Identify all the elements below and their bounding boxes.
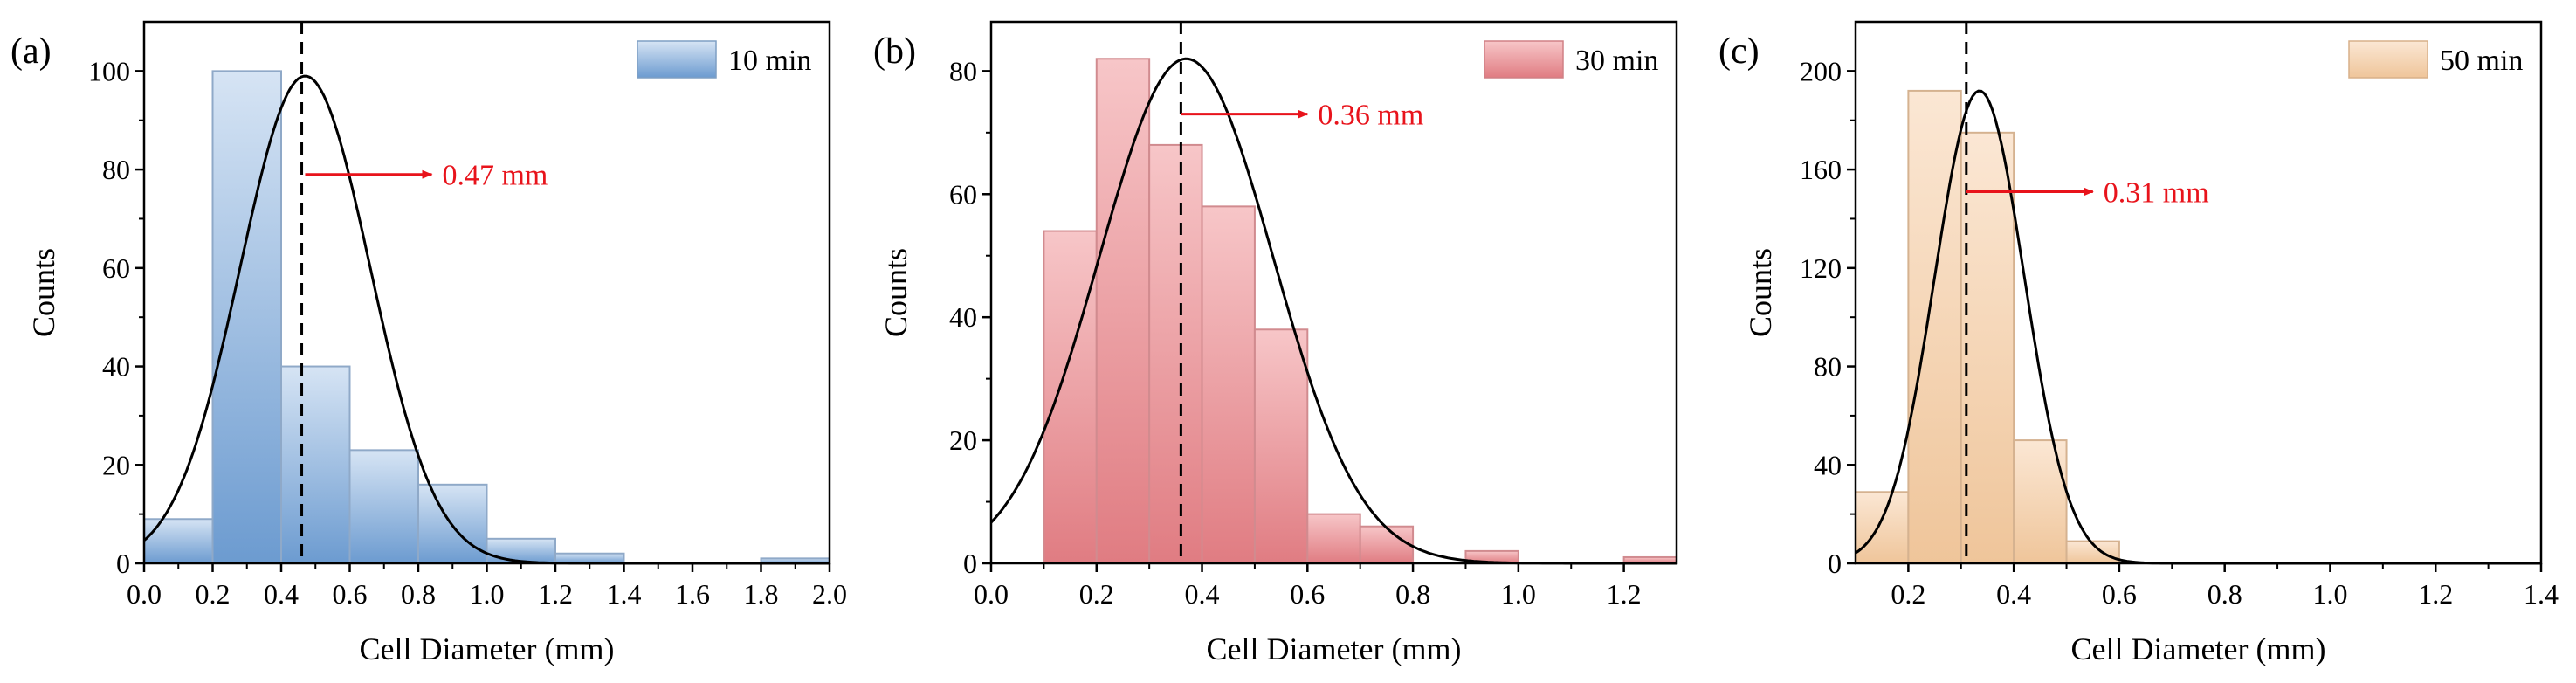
- panel-a-x-tick-label: 1.6: [675, 578, 710, 610]
- panel-b-bar: [1201, 205, 1256, 564]
- panel-c-y-axis-title: Counts: [1743, 248, 1778, 337]
- panel-b-bar: [1095, 58, 1151, 565]
- panel-a-y-ticks: 0 20 40 60 80 100: [88, 55, 144, 579]
- panel-b-legend: 30 min: [1484, 40, 1658, 79]
- panel-c-bars: [1855, 89, 2120, 564]
- panel-a-y-axis-title: Counts: [26, 248, 61, 337]
- panel-b-legend-swatch: [1484, 40, 1564, 79]
- panel-a-y-tick-label: 80: [102, 154, 130, 185]
- panel-c-x-tick-label: 0.4: [1996, 578, 2031, 610]
- panel-c-x-tick-label: 1.4: [2524, 578, 2559, 610]
- panel-b: (b) 0.36 mm 0.0 0.2 0.4 0.6 0.8 1.0 1.2 0 20 40 6…: [873, 20, 1678, 666]
- panel-b-legend-label: 30 min: [1575, 45, 1658, 77]
- panel-a-x-tick-label: 0.0: [127, 578, 162, 610]
- panel-b-y-tick-label: 60: [949, 178, 977, 210]
- panel-b-bar: [1148, 143, 1203, 564]
- panel-a-bars: [143, 70, 830, 565]
- panel-b-x-tick-label: 0.4: [1185, 578, 1220, 610]
- panel-a-legend-label: 10 min: [728, 45, 811, 77]
- panel-b-label: (b): [873, 31, 916, 72]
- panel-b-x-axis-title: Cell Diameter (mm): [1207, 631, 1462, 666]
- panel-c-y-tick-label: 0: [1828, 548, 1842, 579]
- panel-c-label: (c): [1718, 31, 1760, 72]
- panel-a-y-tick-label: 100: [88, 55, 130, 86]
- panel-a-x-tick-label: 0.6: [333, 578, 368, 610]
- panel-a-y-tick-label: 40: [102, 351, 130, 383]
- panel-a-x-tick-label: 1.4: [607, 578, 642, 610]
- panel-b-x-tick-label: 0.8: [1395, 578, 1430, 610]
- panel-c-y-tick-label: 40: [1814, 449, 1842, 480]
- panel-b-axes-frame: [989, 20, 1678, 565]
- panel-a-x-tick-label: 0.4: [264, 578, 299, 610]
- panel-a-y-tick-label: 20: [102, 449, 130, 480]
- panel-b-x-tick-label: 0.2: [1079, 578, 1114, 610]
- panel-c-y-tick-label: 120: [1800, 252, 1842, 284]
- panel-a-x-axis-title: Cell Diameter (mm): [360, 631, 615, 666]
- panel-a-bar: [143, 518, 214, 564]
- panel-a-x-tick-label: 0.2: [196, 578, 231, 610]
- panel-a-x-tick-label: 0.8: [401, 578, 436, 610]
- panel-c-x-tick-label: 0.6: [2102, 578, 2137, 610]
- panel-a-bar: [280, 365, 351, 564]
- panel-c-legend-label: 50 min: [2440, 45, 2523, 77]
- panel-c-legend: 50 min: [2348, 40, 2523, 79]
- panel-a-x-tick-label: 1.0: [470, 578, 505, 610]
- panel-b-x-ticks: 0.0 0.2 0.4 0.6 0.8 1.0 1.2: [974, 563, 1642, 610]
- panel-b-y-tick-label: 80: [949, 55, 977, 86]
- panel-a-y-tick-label: 0: [116, 548, 130, 579]
- panel-b-bar: [1359, 525, 1415, 565]
- panel-b-bars: [1043, 58, 1677, 565]
- panel-c-y-ticks: 0 40 80 120 160 200: [1800, 55, 1856, 579]
- panel-a-legend-swatch: [637, 40, 717, 79]
- panel-a-x-tick-label: 2.0: [812, 578, 847, 610]
- panel-c-x-tick-label: 0.8: [2208, 578, 2242, 610]
- panel-c-axes-frame: [1854, 20, 2543, 565]
- panel-a-y-tick-label: 60: [102, 252, 130, 284]
- panel-c-bar: [1960, 131, 2015, 564]
- panel-c: (c) 0.31 mm 0.2 0.4 0.6 0.8 1.0 1.2 1.4 0 40 80 1…: [1718, 20, 2559, 666]
- panel-b-x-tick-label: 0.6: [1290, 578, 1325, 610]
- panel-b-y-tick-label: 40: [949, 301, 977, 333]
- panel-b-y-axis-title: Counts: [878, 248, 913, 337]
- panel-c-x-tick-label: 1.2: [2418, 578, 2453, 610]
- panel-b-y-tick-label: 0: [963, 548, 977, 579]
- panel-a-mean-annotation: 0.47 mm: [442, 160, 548, 192]
- panel-a-label: (a): [10, 31, 52, 72]
- panel-c-y-tick-label: 200: [1800, 55, 1842, 86]
- panel-c-legend-swatch: [2348, 40, 2428, 79]
- panel-a-bar: [486, 537, 556, 564]
- panel-b-y-ticks: 0 20 40 60 80: [949, 55, 991, 579]
- panel-c-y-tick-label: 80: [1814, 351, 1842, 383]
- panel-c-x-axis-title: Cell Diameter (mm): [2071, 631, 2326, 666]
- panel-a-legend: 10 min: [637, 40, 811, 79]
- panel-c-x-tick-label: 1.0: [2312, 578, 2347, 610]
- panel-a-bar: [348, 449, 419, 565]
- panel-a-x-ticks: 0.0 0.2 0.4 0.6 0.8 1.0 1.2 1.4 1.6 1.8 2.0: [127, 563, 847, 610]
- panel-a-bar: [211, 70, 282, 564]
- panel-b-bar: [1043, 230, 1098, 564]
- panel-b-x-tick-label: 1.2: [1607, 578, 1642, 610]
- panel-c-y-tick-label: 160: [1800, 154, 1842, 185]
- panel-b-mean-annotation: 0.36 mm: [1318, 100, 1423, 132]
- panel-c-x-ticks: 0.2 0.4 0.6 0.8 1.0 1.2 1.4: [1891, 563, 2559, 610]
- panel-b-bar: [1253, 328, 1309, 564]
- panel-a: (a) 0.47 mm 0.0 0.2 0.4 0.6 0.8 1.0 1.2 1.4 1.6 1…: [10, 20, 847, 666]
- panel-b-bar: [1306, 513, 1361, 564]
- panel-b-y-tick-label: 20: [949, 424, 977, 456]
- panel-c-mean-annotation: 0.31 mm: [2104, 176, 2209, 209]
- panel-b-x-tick-label: 1.0: [1501, 578, 1536, 610]
- panel-b-x-tick-label: 0.0: [974, 578, 1009, 610]
- panel-a-x-tick-label: 1.2: [538, 578, 573, 610]
- panel-a-x-tick-label: 1.8: [744, 578, 779, 610]
- panel-c-x-tick-label: 0.2: [1891, 578, 1925, 610]
- panel-c-bar: [1855, 491, 1910, 564]
